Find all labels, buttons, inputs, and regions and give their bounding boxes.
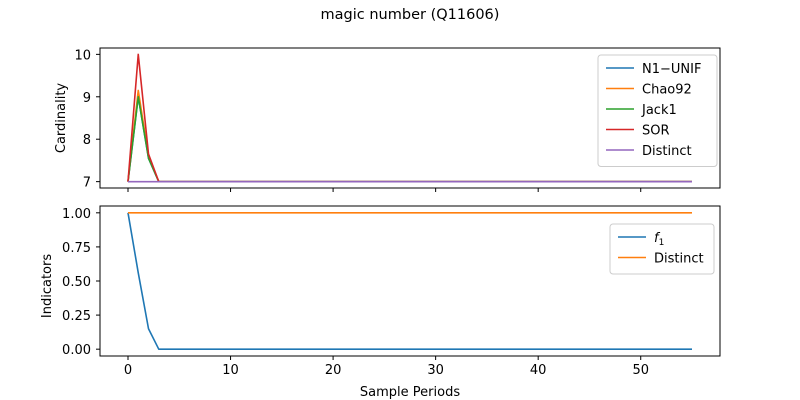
indicators-plot-area (127, 212, 692, 350)
indicators-series-f1-line (127, 212, 692, 350)
indicators-legend-box (609, 223, 715, 275)
indicators-y-axis-label: Indicators (40, 254, 55, 318)
indicators-y-tick-label: 0.75 (62, 241, 91, 256)
cardinality-plot-area (127, 53, 692, 183)
indicators-x-tick-label: 40 (530, 363, 547, 378)
indicators-x-tick-label: 30 (427, 363, 444, 378)
indicators-legend: f1 Distinct (609, 223, 715, 275)
cardinality-y-tick-label: 8 (83, 133, 91, 148)
cardinality-y-axis-label: Cardinality (54, 83, 69, 154)
indicators-y-tick-label: 0.25 (62, 309, 91, 324)
indicators-x-axis-label: Sample Periods (360, 385, 460, 400)
cardinality-axis-ticks: 7 8 9 10 (74, 48, 642, 192)
cardinality-legend-label: Jack1 (641, 103, 677, 118)
cardinality-legend-label: Chao92 (642, 83, 692, 98)
cardinality-legend-label: N1−UNIF (642, 62, 701, 77)
cardinality-y-tick-label: 9 (83, 91, 91, 106)
cardinality-legend-label: Distinct (642, 144, 692, 159)
cardinality-legend-box (597, 54, 718, 167)
indicators-x-tick-label: 0 (124, 363, 132, 378)
indicators-legend-label: Distinct (654, 252, 704, 267)
figure-title: magic number (Q11606) (321, 7, 500, 23)
cardinality-y-tick-label: 7 (83, 176, 91, 191)
cardinality-axes-frame (99, 47, 721, 189)
indicators-y-tick-label: 0.00 (62, 343, 91, 358)
cardinality-panel: 7 8 9 10 Cardinality N1−UNIF Chao92 Jack1 SOR D… (54, 47, 721, 192)
indicators-panel: 0.00 0.25 0.50 0.75 1.00 0 10 20 30 40 50 Indicato… (40, 205, 721, 400)
indicators-x-tick-label: 50 (632, 363, 649, 378)
indicators-y-tick-label: 0.50 (62, 275, 91, 290)
indicators-x-tick-label: 20 (325, 363, 342, 378)
indicators-y-tick-label: 1.00 (62, 207, 91, 222)
indicators-legend-label: f1 (654, 231, 664, 248)
cardinality-legend: N1−UNIF Chao92 Jack1 SOR Distinct (597, 54, 718, 167)
cardinality-legend-label: SOR (642, 124, 670, 139)
cardinality-y-tick-label: 10 (74, 48, 91, 63)
indicators-x-tick-label: 10 (222, 363, 239, 378)
indicators-axis-ticks: 0.00 0.25 0.50 0.75 1.00 0 10 20 30 40 50 (62, 207, 649, 378)
